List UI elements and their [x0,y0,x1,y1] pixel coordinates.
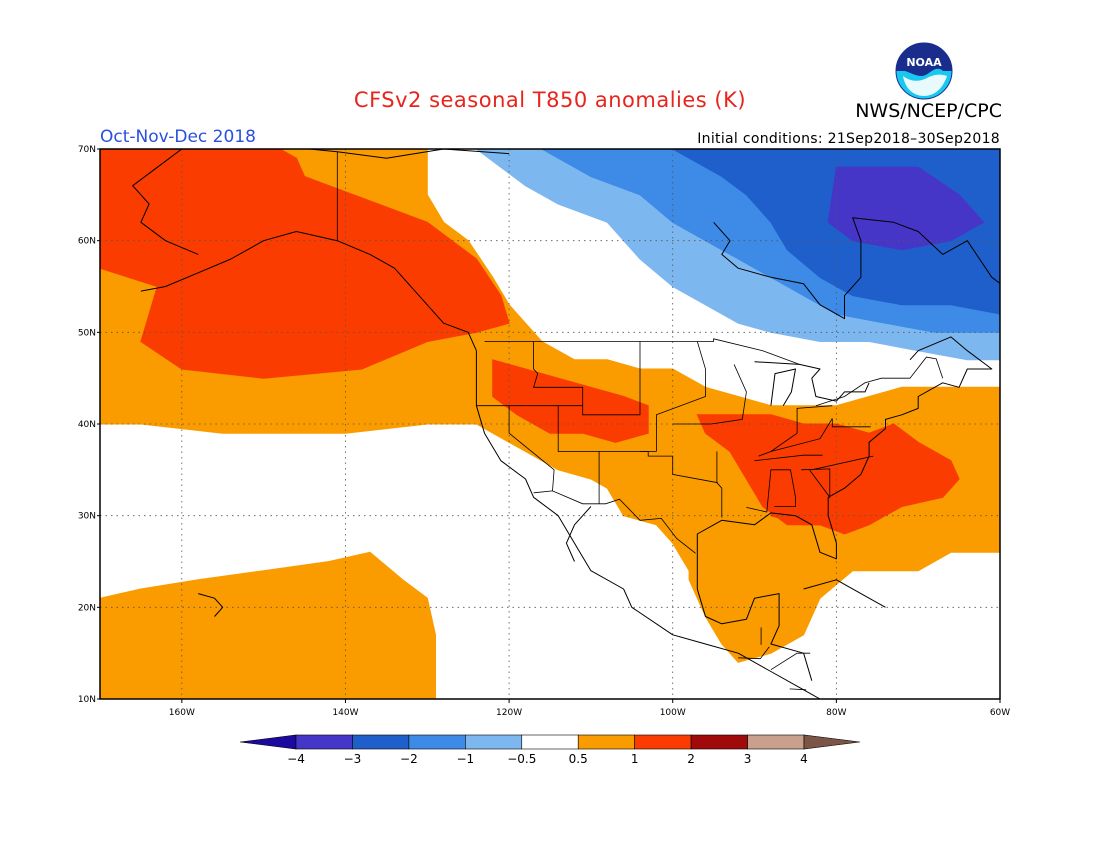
coastline [713,217,1000,320]
chart-title: CFSv2 seasonal T850 anomalies (K) [353,88,747,112]
longitude-labels: 160W 140W 120W 100W 80W 60W [169,699,1010,718]
noaa-logo: NOAA [895,42,953,100]
border [770,418,833,452]
lat-label: 70N [78,145,96,155]
coastline [565,506,592,562]
border [746,469,796,513]
border [484,338,800,365]
colorbar-label: 0.5 [569,752,588,766]
region-gulf-coast-strong-warm [770,478,854,526]
coastline [770,368,796,406]
colorbar-bin [634,734,692,750]
agency-label: NWS/NCEP/CPC [855,100,1002,122]
border [801,468,831,499]
colorbar-bin [747,734,805,750]
colorbar-bin [577,734,635,750]
colorbar-bin [295,734,353,750]
colorbar-bin [465,734,523,750]
coastline [198,593,224,617]
colorbar-label: −0.5 [507,752,536,766]
anomaly-shading [100,149,1000,699]
colorbar-label: −2 [400,752,418,766]
colorbar-label: 3 [744,752,752,766]
lat-label: 50N [78,328,96,338]
initial-conditions-label: Initial conditions: 21Sep2018–30Sep2018 [697,131,1000,147]
colorbar: −4 −3 −2 −1 −0.5 0.5 1 2 3 4 [239,734,861,766]
colorbar-bin [239,734,297,750]
border [770,652,811,671]
border [758,405,833,457]
border [533,490,696,554]
lon-label: 120W [496,708,522,718]
border [789,688,807,691]
colorbar-bin [408,734,466,750]
border [815,356,944,407]
lon-label: 100W [660,708,686,718]
coastline [696,336,993,560]
colorbar-label: −3 [344,752,362,766]
border [533,341,641,416]
region-hudson-bay-cold [827,166,985,251]
coastline [475,350,821,699]
coastline [803,579,886,608]
lon-label: 80W [826,708,846,718]
colorbar-label: 4 [800,752,808,766]
season-label: Oct-Nov-Dec 2018 [100,127,256,147]
region-west-us-strong-warm [492,359,649,443]
border [738,646,770,660]
border [811,455,874,471]
border [508,405,555,491]
lat-label: 30N [78,512,96,522]
colorbar-bin [690,734,748,750]
lat-label: 10N [78,695,96,705]
colorbar-label: 2 [687,752,695,766]
coastline [696,552,813,681]
colorbar-label: 1 [631,752,639,766]
region-alaska-north-warm [100,149,289,260]
border [754,454,823,462]
border [656,341,706,452]
lat-label: 60N [78,237,96,247]
noaa-logo-text: NOAA [906,56,942,69]
lat-label: 20N [78,603,96,613]
latitude-labels: 70N 60N 50N 40N 30N 20N 10N [78,145,100,705]
colorbar-bin [521,734,579,750]
region-east-us-strong-warm [696,414,960,535]
lon-label: 60W [990,708,1010,718]
lon-label: 160W [169,708,195,718]
coastline [754,361,870,402]
coastline [304,149,510,159]
border [831,418,871,428]
colorbar-bin [803,734,861,750]
colorbar-label: −1 [456,752,474,766]
colorbar-label: −4 [287,752,305,766]
region-hawaii-warm [100,551,436,699]
border [716,451,723,518]
political-borders [336,151,944,691]
border [557,405,600,504]
lat-label: 40N [78,420,96,430]
coastline [132,149,199,255]
colorbar-bin [352,734,410,750]
coastlines [132,149,1000,699]
border [711,364,747,425]
lon-label: 140W [332,708,358,718]
